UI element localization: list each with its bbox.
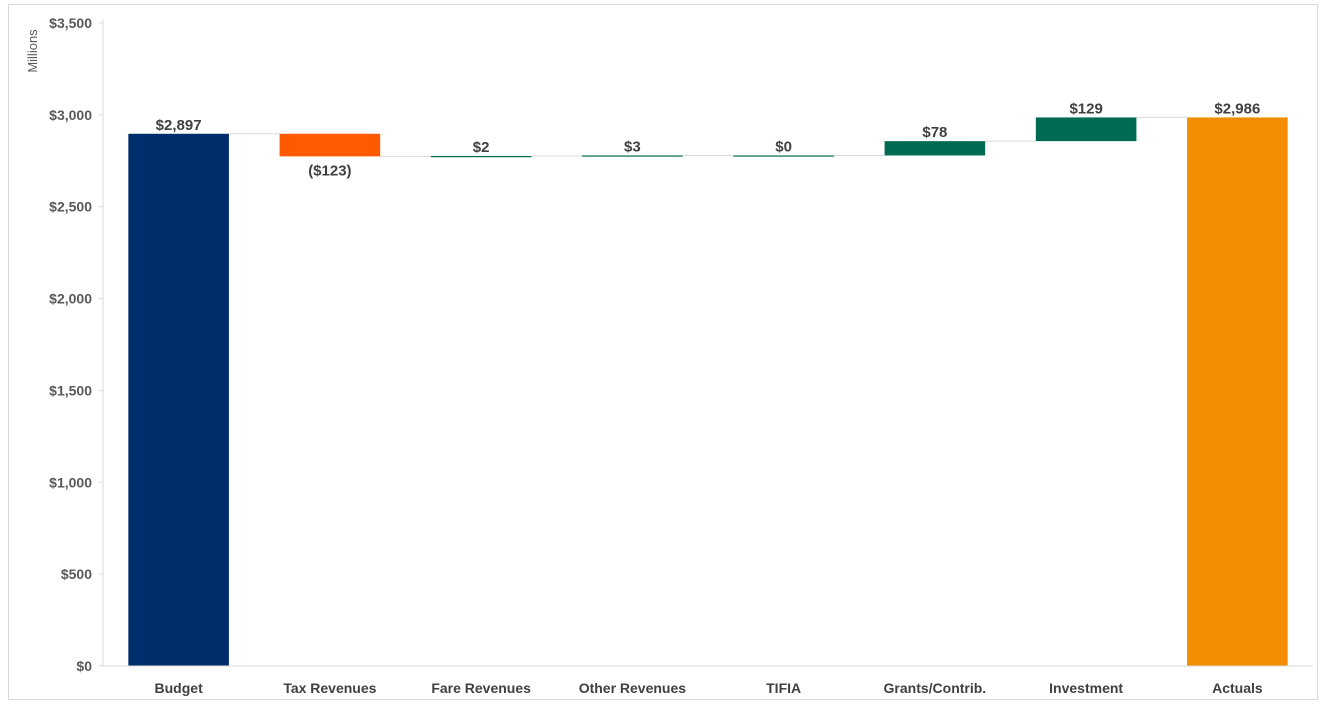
y-tick-label: $500 bbox=[61, 566, 92, 582]
x-category-label: Actuals bbox=[1212, 680, 1263, 696]
y-tick-label: $2,000 bbox=[49, 291, 92, 307]
data-label: $2 bbox=[473, 139, 490, 156]
bar-actuals bbox=[1187, 117, 1288, 667]
axes bbox=[99, 19, 1313, 667]
y-tick-label: $3,500 bbox=[49, 15, 92, 31]
y-tick-label: $3,000 bbox=[49, 107, 92, 123]
connector-lines bbox=[228, 116, 1188, 157]
data-label: ($123) bbox=[308, 162, 351, 179]
y-tick-label: $1,000 bbox=[49, 474, 92, 490]
x-category-label: Investment bbox=[1049, 680, 1123, 696]
data-label: $2,897 bbox=[156, 117, 202, 134]
y-tick-labels: $0 $500 $1,000 $1,500 $2,000 $2,500 $3,000 $3,5… bbox=[49, 15, 92, 674]
bar-tax-revenues bbox=[279, 133, 381, 157]
x-category-label: TIFIA bbox=[766, 680, 801, 696]
bars bbox=[128, 117, 1288, 667]
bar-budget bbox=[128, 133, 229, 666]
x-category-label: Other Revenues bbox=[579, 680, 687, 696]
data-labels: $2,897 ($123) $2 $3 $0 $78 $129 $2,986 bbox=[156, 100, 1261, 179]
x-category-label: Fare Revenues bbox=[431, 680, 531, 696]
bar-fare-revenues bbox=[430, 156, 532, 158]
x-category-labels: Budget Tax Revenues Fare Revenues Other Rev… bbox=[155, 680, 1263, 696]
bar-grants-contrib bbox=[884, 141, 986, 156]
bar-other-revenues bbox=[582, 155, 683, 157]
data-label: $3 bbox=[624, 138, 641, 155]
y-tick-label: $2,500 bbox=[49, 199, 92, 215]
x-category-label: Grants/Contrib. bbox=[884, 680, 987, 696]
data-label: $2,986 bbox=[1214, 100, 1260, 117]
y-axis-title: Millions bbox=[25, 29, 40, 73]
chart-frame bbox=[8, 4, 1318, 700]
data-label: $0 bbox=[775, 138, 792, 155]
data-label: $129 bbox=[1069, 100, 1102, 117]
bar-investment bbox=[1035, 117, 1137, 142]
x-category-label: Budget bbox=[155, 680, 204, 696]
y-tick-label: $1,500 bbox=[49, 382, 92, 398]
bar-tifia bbox=[733, 155, 834, 157]
x-category-label: Tax Revenues bbox=[283, 680, 376, 696]
data-label: $78 bbox=[922, 124, 947, 141]
y-tick-label: $0 bbox=[76, 658, 92, 674]
